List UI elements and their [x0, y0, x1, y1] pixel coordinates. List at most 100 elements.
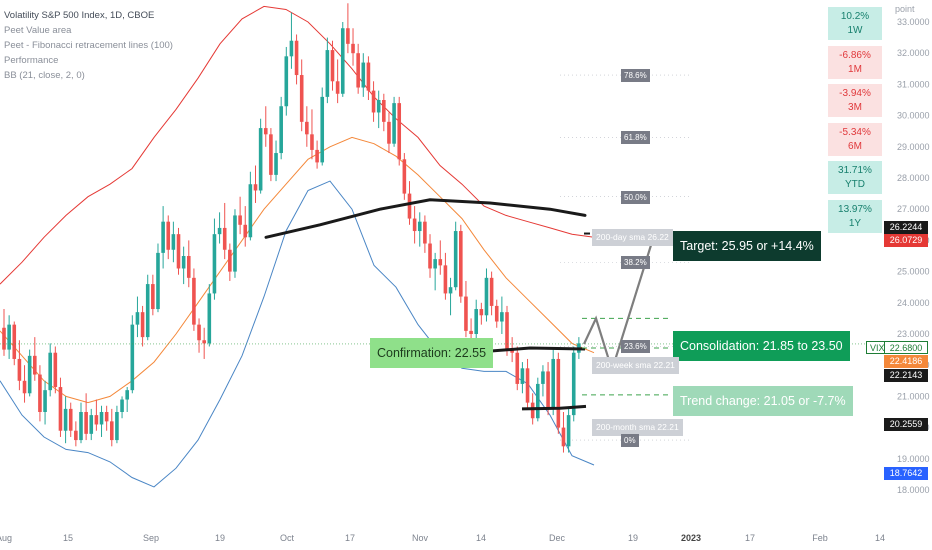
candle-body: [361, 62, 366, 88]
candle-body: [274, 153, 278, 175]
time-tick-label: Nov: [411, 533, 429, 543]
fib-level-label: 0%: [621, 434, 639, 448]
candle-body: [556, 358, 561, 428]
candle-body: [382, 100, 386, 122]
price-label-sma-week: 22.2143: [884, 369, 928, 382]
candle-body: [258, 128, 263, 191]
legend-indicator[interactable]: Performance: [4, 55, 59, 66]
candle-body: [330, 50, 335, 82]
bb-lower-line: [0, 180, 595, 488]
candle-body: [464, 296, 468, 331]
bb-upper-line: [0, 5, 595, 285]
time-tick-label: 2023: [680, 533, 702, 543]
candle-body: [500, 312, 504, 322]
candle-body: [156, 252, 160, 310]
candle-body: [423, 221, 427, 244]
legend: Volatility S&P 500 Index, 1D, CBOE Peet …: [4, 8, 173, 83]
consolidation-callout[interactable]: Consolidation: 21.85 to 23.50: [673, 331, 850, 361]
candle-body: [120, 399, 124, 412]
candle-body: [68, 408, 73, 431]
candle-body: [387, 121, 391, 144]
candle-body: [279, 106, 283, 154]
candle-body: [243, 224, 248, 238]
candles: [0, 3, 884, 453]
price-label-bb-lower: 18.7642: [884, 467, 928, 480]
candle-body: [284, 56, 289, 107]
candle-body: [84, 412, 88, 434]
candle-body: [551, 358, 556, 409]
candle-body: [402, 159, 407, 194]
candle-body: [515, 352, 520, 384]
legend-indicator[interactable]: BB (21, close, 2, 0): [4, 70, 85, 81]
candle-body: [561, 427, 566, 447]
candle-body: [17, 358, 22, 381]
candle-body: [109, 421, 114, 441]
candle-body: [145, 284, 150, 338]
candle-body: [27, 355, 32, 394]
candle-body: [448, 287, 453, 294]
performance-value: 13.97%: [838, 203, 872, 215]
candle-body: [356, 53, 360, 88]
candle-body: [299, 75, 304, 122]
performance-value: -6.86%: [839, 49, 871, 61]
legend-indicator[interactable]: Peet Value area: [4, 25, 72, 36]
sma-day-label: 200-day sma 26.22: [592, 229, 673, 246]
candle-body: [248, 184, 253, 238]
candle-body: [104, 412, 109, 422]
candle-body: [135, 312, 140, 325]
candle-body: [320, 96, 325, 163]
time-tick-label: Oct: [279, 533, 295, 543]
time-tick-label: 17: [344, 533, 356, 543]
confirmation-callout[interactable]: Confirmation: 22.55: [370, 338, 494, 368]
performance-period: 1W: [847, 25, 863, 36]
candle-body: [48, 352, 52, 391]
candle-body: [176, 234, 181, 269]
candle-body: [166, 221, 171, 250]
time-tick-label: Sep: [142, 533, 160, 543]
target-callout[interactable]: Target: 25.95 or +14.4%: [673, 231, 821, 261]
candle-body: [22, 380, 27, 394]
legend-title[interactable]: Volatility S&P 500 Index, 1D, CBOE: [4, 10, 155, 21]
fib-level-label: 38.2%: [621, 256, 650, 270]
candle-body: [397, 103, 402, 160]
candle-body: [305, 121, 309, 135]
candle-body: [484, 277, 489, 316]
fib-level-label: 23.6%: [621, 340, 650, 354]
time-tick-label: 14: [874, 533, 886, 543]
candle-body: [53, 352, 58, 388]
candle-body: [371, 90, 376, 113]
candle-body: [479, 309, 484, 316]
candle-body: [433, 259, 437, 269]
candle-body: [7, 324, 11, 350]
performance-value: 31.71%: [838, 165, 872, 176]
fib-level-label: 50.0%: [621, 190, 650, 204]
y-tick-label: 21.0000: [897, 391, 930, 401]
performance-period: 6M: [848, 140, 862, 152]
candle-body: [407, 193, 412, 219]
candle-body: [376, 100, 381, 113]
candle-body: [459, 231, 463, 297]
sma-month-label: 200-month sma 22.21: [592, 419, 683, 436]
candle-body: [469, 330, 473, 334]
sma-week-label: 200-week sma 22.21: [592, 357, 679, 374]
candle-body: [346, 28, 350, 44]
y-tick-label: 29.0000: [897, 142, 930, 152]
candle-body: [38, 374, 42, 412]
performance-value: -3.94%: [839, 88, 871, 99]
y-tick-label: 25.0000: [897, 267, 930, 277]
candle-body: [294, 40, 299, 76]
candle-body: [238, 215, 242, 225]
candle-body: [530, 402, 535, 419]
performance-card: -5.34% 6M: [828, 122, 882, 156]
legend-indicator[interactable]: Peet - Fibonacci retracement lines (100): [4, 40, 173, 51]
candle-body: [443, 265, 448, 294]
trend-change-callout[interactable]: Trend change: 21.05 or -7.7%: [673, 386, 853, 416]
candle-body: [89, 415, 94, 434]
candle-body: [130, 324, 135, 391]
fib-level-label: 61.8%: [621, 131, 650, 145]
candle-body: [546, 371, 550, 409]
candle-body: [63, 408, 68, 431]
performance-card: -3.94% 3M: [828, 84, 882, 117]
candle-body: [315, 149, 319, 163]
performance-period: 1M: [848, 63, 862, 75]
